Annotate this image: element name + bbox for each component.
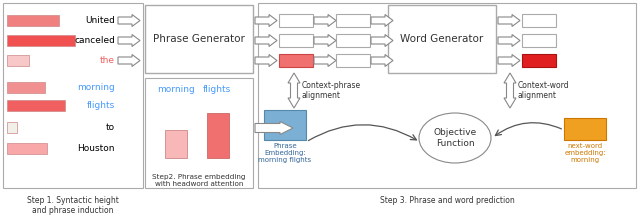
Bar <box>7 55 29 66</box>
Polygon shape <box>371 35 393 46</box>
Text: Objective
Function: Objective Function <box>433 128 477 148</box>
Text: Context-phrase
alignment: Context-phrase alignment <box>302 81 361 100</box>
Bar <box>336 34 370 47</box>
Bar <box>279 34 313 47</box>
Bar <box>279 14 313 27</box>
Polygon shape <box>255 15 277 26</box>
Bar <box>3 3 143 188</box>
Text: Word Generator: Word Generator <box>401 34 484 44</box>
Bar <box>258 3 636 188</box>
Text: the: the <box>100 56 115 65</box>
Bar <box>7 122 17 133</box>
Polygon shape <box>288 73 300 108</box>
Bar <box>336 14 370 27</box>
Bar <box>7 15 59 26</box>
Polygon shape <box>371 54 393 66</box>
Text: Step2. Phrase embedding
with headword attention: Step2. Phrase embedding with headword at… <box>152 174 246 186</box>
Text: Context-word
alignment: Context-word alignment <box>518 81 570 100</box>
Polygon shape <box>118 35 140 46</box>
Bar <box>7 82 45 93</box>
Polygon shape <box>118 54 140 66</box>
Polygon shape <box>314 54 336 66</box>
Bar <box>336 54 370 67</box>
Text: morning: morning <box>157 85 195 94</box>
Bar <box>279 54 313 67</box>
Bar <box>522 34 556 47</box>
Bar <box>145 78 253 188</box>
Polygon shape <box>314 35 336 46</box>
Bar <box>388 5 496 73</box>
Polygon shape <box>255 54 277 66</box>
Bar <box>145 5 253 73</box>
Text: canceled: canceled <box>74 36 115 45</box>
Bar <box>564 118 606 140</box>
Polygon shape <box>371 15 393 26</box>
Bar <box>7 100 65 111</box>
Text: flights: flights <box>203 85 231 94</box>
Text: morning: morning <box>77 83 115 92</box>
Text: Houston: Houston <box>77 144 115 153</box>
Polygon shape <box>498 15 520 26</box>
Polygon shape <box>255 35 277 46</box>
Text: to: to <box>106 123 115 132</box>
Text: Phrase
Embedding:
morning flights: Phrase Embedding: morning flights <box>259 143 312 163</box>
Ellipse shape <box>419 113 491 163</box>
Bar <box>7 143 47 154</box>
Bar <box>522 14 556 27</box>
Polygon shape <box>498 54 520 66</box>
Bar <box>7 35 75 46</box>
Text: Phrase Generator: Phrase Generator <box>153 34 245 44</box>
Text: Step 3. Phrase and word prediction: Step 3. Phrase and word prediction <box>380 196 515 205</box>
Text: flights: flights <box>87 101 115 110</box>
Bar <box>165 130 187 158</box>
Text: next-word
embedding:
morning: next-word embedding: morning <box>564 143 606 163</box>
Polygon shape <box>498 35 520 46</box>
Bar <box>522 54 556 67</box>
Text: United: United <box>85 16 115 25</box>
Polygon shape <box>255 122 293 135</box>
Bar <box>207 113 229 158</box>
Polygon shape <box>504 73 516 108</box>
Text: Step 1. Syntactic height
and phrase induction: Step 1. Syntactic height and phrase indu… <box>27 196 119 215</box>
Bar <box>264 110 306 140</box>
Polygon shape <box>314 15 336 26</box>
Polygon shape <box>118 15 140 26</box>
